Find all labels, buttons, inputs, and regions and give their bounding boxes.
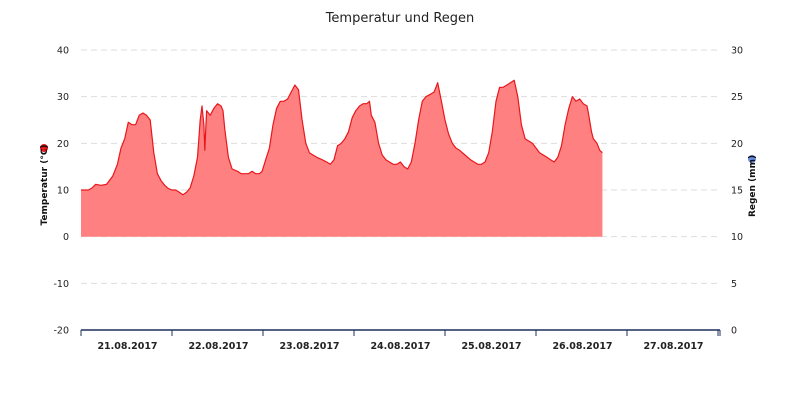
chart-title: Temperatur und Regen [325,11,475,26]
y-left-tick-label: 20 [57,139,69,150]
y-right-tick-label: 0 [731,326,737,337]
y-left-tick-label: 40 [57,46,69,57]
x-tick-label: 23.08.2017 [279,341,339,352]
temperature-line [81,79,603,196]
x-tick-label: 24.08.2017 [370,341,430,352]
y-right-tick-label: 10 [731,232,743,243]
x-tick-label: 21.08.2017 [97,341,157,352]
y-left-tick-label: 0 [63,232,69,243]
x-tick-label: 22.08.2017 [188,341,248,352]
temperature-legend-marker [40,144,48,152]
y-axis-left-label: Temperatur (°C) [40,144,50,225]
x-tick-label: 26.08.2017 [552,341,612,352]
rain-legend-marker [748,155,756,163]
y-left-tick-label: -10 [53,279,69,290]
axes-layer: -20 -10 0 10 20 30 40 0 5 10 15 20 25 30 21.08.2017 22.… [40,46,756,352]
y-left-tick-label: 30 [57,92,69,103]
y-right-tick-label: 5 [731,279,737,290]
grid [81,49,720,284]
temperature-area [81,80,603,237]
series-layer [81,79,603,237]
y-right-tick-label: 15 [731,186,743,197]
x-tick-label: 25.08.2017 [461,341,521,352]
y-left-tick-label: -20 [53,326,69,337]
x-tick-label: 27.08.2017 [643,341,703,352]
y-left-tick-label: 10 [57,186,69,197]
y-axis-right-label: Regen (mm) [748,155,758,217]
y-right-tick-label: 25 [731,92,743,103]
y-right-tick-label: 30 [731,46,743,57]
y-right-tick-label: 20 [731,139,743,150]
